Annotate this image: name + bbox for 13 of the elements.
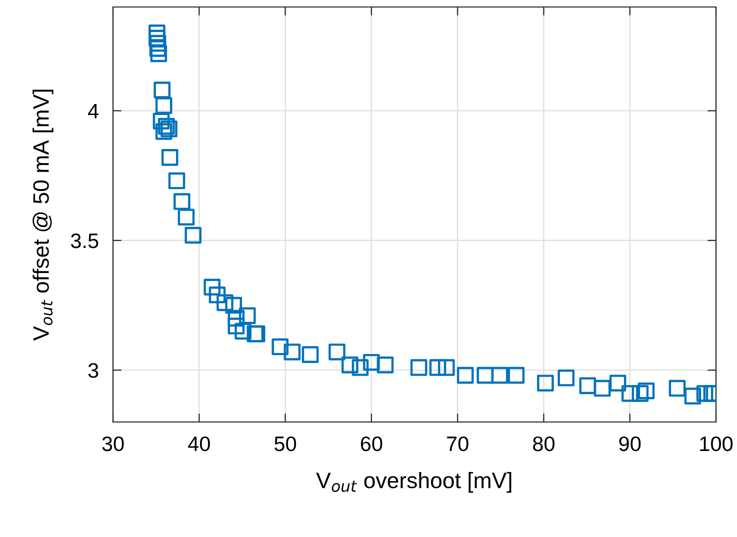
y-tick-label: 3 bbox=[88, 363, 98, 378]
x-tick-label: 30 bbox=[102, 436, 124, 452]
x-tick-label: 80 bbox=[533, 436, 554, 452]
x-tick-label: 90 bbox=[619, 436, 641, 452]
x-axis-title: V$_{out}$ overshoot [mV] bbox=[316, 472, 512, 493]
x-tick-label: 60 bbox=[360, 436, 382, 452]
y-tick-label: 4 bbox=[88, 104, 98, 118]
y-axis-title: V$_{out}$ offset @ 50 mA [mV] bbox=[32, 90, 54, 341]
y-tick-label: 3.5 bbox=[70, 233, 98, 248]
x-tick-label: 70 bbox=[447, 436, 468, 452]
x-tick-label: 100 bbox=[700, 436, 733, 452]
x-tick-label: 40 bbox=[188, 436, 210, 452]
x-tick-label: 50 bbox=[274, 436, 296, 452]
